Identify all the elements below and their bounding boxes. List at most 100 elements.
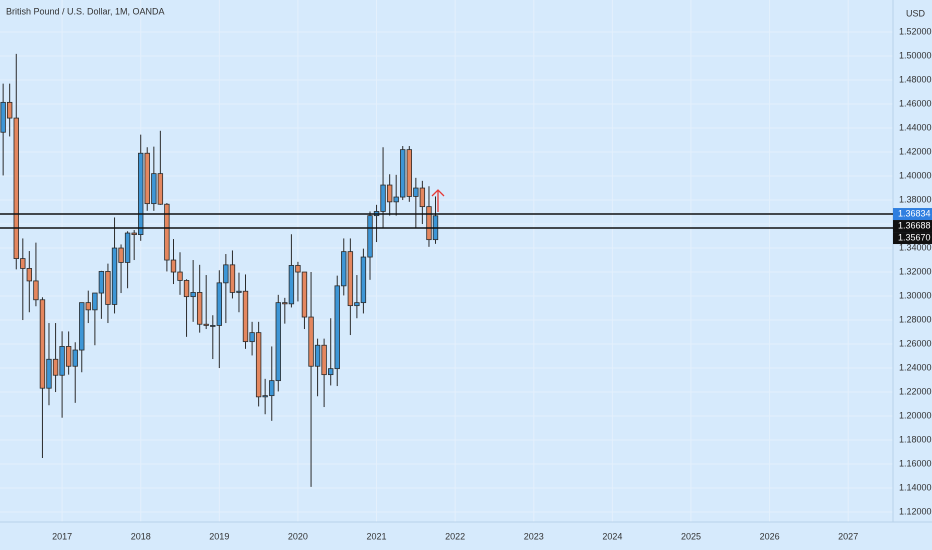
candle-body	[380, 184, 386, 212]
x-tick-label: 2023	[524, 531, 544, 541]
candle-body	[46, 358, 52, 389]
candle-body	[79, 302, 85, 351]
y-tick-label: 1.26000	[899, 338, 932, 348]
candle-body	[255, 332, 262, 398]
y-tick-label: 1.30000	[899, 290, 932, 300]
candle-body	[216, 282, 223, 326]
candle-body	[72, 349, 78, 367]
candle-body	[367, 215, 373, 258]
candle-body	[321, 344, 327, 376]
y-tick-label: 1.38000	[899, 194, 932, 204]
x-tick-label: 2017	[52, 531, 72, 541]
x-tick-label: 2019	[209, 531, 229, 541]
candle-body	[386, 184, 393, 203]
candle-body	[118, 247, 124, 263]
candle-body	[0, 101, 6, 133]
candle-body	[360, 256, 367, 304]
candle-body	[328, 368, 334, 376]
candle-body	[334, 285, 340, 370]
candle-body	[282, 302, 288, 305]
candle-body	[229, 264, 236, 293]
candle-body	[426, 206, 432, 241]
candle-body	[347, 251, 354, 307]
price-label: 1.36834	[898, 208, 931, 218]
candle-body	[236, 290, 242, 293]
candle-body	[190, 292, 196, 298]
candle-body	[400, 149, 406, 198]
candle-body	[124, 232, 131, 263]
candle-body	[196, 292, 203, 325]
candle-body	[242, 290, 249, 343]
y-tick-label: 1.52000	[899, 26, 932, 36]
y-tick-label: 1.28000	[899, 314, 932, 324]
y-tick-label: 1.32000	[899, 266, 932, 276]
y-tick-label: 1.12000	[899, 506, 932, 516]
price-label: 1.35670	[898, 232, 931, 242]
candle-body	[52, 358, 59, 376]
candle-body	[65, 346, 72, 367]
y-tick-label: 1.40000	[899, 170, 932, 180]
y-tick-label: 1.42000	[899, 146, 932, 156]
x-tick-label: 2018	[131, 531, 151, 541]
candle-body	[131, 232, 137, 235]
candle-body	[406, 149, 413, 197]
x-tick-label: 2020	[288, 531, 308, 541]
candle-body	[39, 299, 46, 389]
candle-body	[157, 173, 164, 205]
y-tick-label: 1.24000	[899, 362, 932, 372]
candle-body	[223, 264, 229, 284]
candle-body	[275, 302, 281, 382]
candle-body	[354, 302, 360, 307]
candle-body	[33, 280, 39, 301]
y-tick-label: 1.44000	[899, 122, 932, 132]
candle-body	[393, 196, 399, 203]
y-tick-label: 1.46000	[899, 98, 932, 108]
y-tick-label: 1.22000	[899, 386, 932, 396]
candle-body	[295, 265, 301, 273]
price-label-bg	[893, 220, 932, 233]
x-tick-label: 2022	[445, 531, 465, 541]
y-tick-label: 1.14000	[899, 482, 932, 492]
x-tick-label: 2021	[367, 531, 387, 541]
x-tick-label: 2027	[838, 531, 858, 541]
candle-body	[98, 271, 105, 294]
price-axis-panel	[893, 0, 932, 550]
candle-body	[183, 280, 190, 298]
candle-body	[177, 271, 183, 281]
candle-body	[164, 203, 170, 261]
candle-body	[20, 258, 26, 269]
candle-body	[26, 268, 33, 282]
candle-body	[138, 152, 144, 236]
x-tick-label: 2025	[681, 531, 701, 541]
price-label-bg	[893, 232, 932, 245]
candle-body	[308, 316, 314, 367]
candle-body	[288, 265, 295, 305]
candle-body	[13, 117, 19, 260]
y-tick-label: 1.20000	[899, 410, 932, 420]
candle-body	[301, 271, 308, 318]
plot	[0, 0, 893, 522]
price-label: 1.36688	[898, 220, 931, 230]
chart-title: British Pound / U.S. Dollar, 1M, OANDA	[6, 6, 165, 16]
candle-body	[249, 332, 255, 343]
candle-body	[314, 344, 321, 367]
candle-body	[92, 292, 98, 311]
price-label-bg	[893, 208, 932, 221]
y-tick-label: 1.16000	[899, 458, 932, 468]
candle-body	[59, 346, 65, 376]
candle-body	[262, 395, 268, 398]
candle-body	[419, 187, 426, 208]
candle-body	[6, 101, 13, 119]
annotation-arrow	[431, 189, 445, 212]
x-tick-label: 2024	[602, 531, 622, 541]
candle-body	[85, 302, 91, 311]
y-tick-label: 1.48000	[899, 74, 932, 84]
candle-body	[105, 271, 111, 305]
y-tick-label: 1.50000	[899, 50, 932, 60]
candle-body	[203, 323, 209, 326]
candle-body	[341, 251, 347, 287]
candle-body	[151, 173, 157, 205]
candle-body	[269, 380, 275, 397]
x-tick-label: 2026	[760, 531, 780, 541]
